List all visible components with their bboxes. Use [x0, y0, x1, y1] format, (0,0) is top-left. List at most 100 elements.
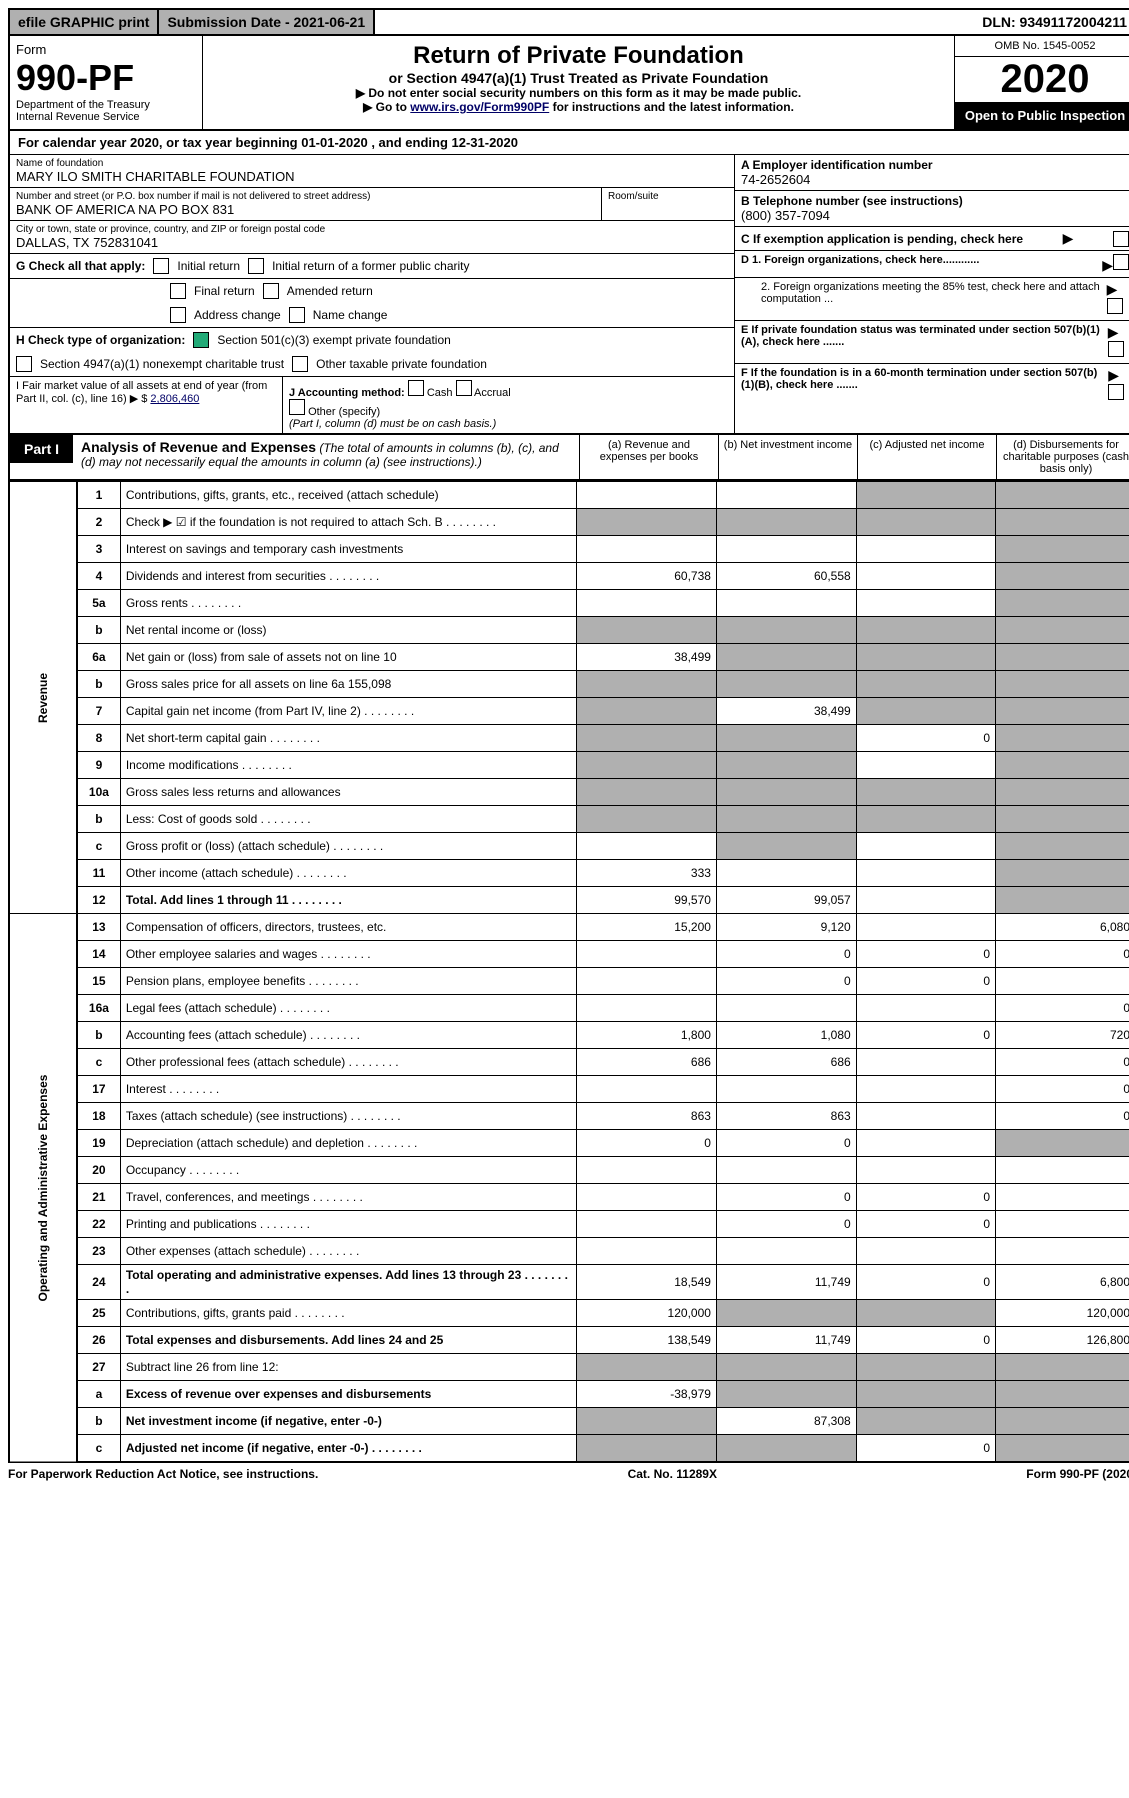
line-description: Taxes (attach schedule) (see instruction… — [120, 1103, 576, 1130]
amount-cell — [856, 509, 995, 536]
amount-cell: 0 — [716, 968, 856, 995]
line-number: 2 — [77, 509, 120, 536]
line-description: Other employee salaries and wages — [120, 941, 576, 968]
line-number: 6a — [77, 644, 120, 671]
phone: (800) 357-7094 — [741, 208, 1129, 223]
amount-cell — [996, 1408, 1129, 1435]
amount-cell — [716, 1238, 856, 1265]
d1-chk[interactable] — [1113, 254, 1129, 270]
amount-cell — [577, 617, 717, 644]
name-label: Name of foundation — [16, 158, 728, 169]
amount-cell: 60,738 — [577, 563, 717, 590]
amount-cell: 0 — [856, 968, 995, 995]
e-label: E If private foundation status was termi… — [741, 324, 1108, 348]
line-description: Net gain or (loss) from sale of assets n… — [120, 644, 576, 671]
amount-cell — [577, 1157, 717, 1184]
amount-cell: 1,800 — [577, 1022, 717, 1049]
form-ref: Form 990-PF (2020) — [1026, 1467, 1129, 1481]
line-number: b — [77, 806, 120, 833]
other-taxable-chk[interactable] — [292, 356, 308, 372]
amount-cell: 87,308 — [716, 1408, 856, 1435]
initial-return-former-chk[interactable] — [248, 258, 264, 274]
e-chk[interactable] — [1108, 341, 1124, 357]
amount-cell — [996, 968, 1129, 995]
line-description: Check ▶ ☑ if the foundation is not requi… — [120, 509, 576, 536]
line-number: 13 — [77, 914, 120, 941]
c-chk[interactable] — [1113, 231, 1129, 247]
amount-cell — [577, 779, 717, 806]
amount-cell — [856, 860, 995, 887]
amount-cell — [716, 1300, 856, 1327]
amount-cell: 686 — [716, 1049, 856, 1076]
line-description: Net short-term capital gain — [120, 725, 576, 752]
table-row: cAdjusted net income (if negative, enter… — [9, 1435, 1129, 1463]
instr-2: ▶ Go to www.irs.gov/Form990PF for instru… — [209, 100, 948, 114]
line-number: c — [77, 1435, 120, 1463]
line-number: 23 — [77, 1238, 120, 1265]
amount-cell — [856, 887, 995, 914]
501c3-chk[interactable] — [193, 332, 209, 348]
amount-cell — [577, 941, 717, 968]
line-number: a — [77, 1381, 120, 1408]
amount-cell — [996, 536, 1129, 563]
other-method-chk[interactable] — [289, 399, 305, 415]
amount-cell: 18,549 — [577, 1265, 717, 1300]
amount-cell — [996, 1435, 1129, 1463]
amount-cell — [856, 1103, 995, 1130]
4947-chk[interactable] — [16, 356, 32, 372]
line-description: Net investment income (if negative, ente… — [120, 1408, 576, 1435]
line-description: Total expenses and disbursements. Add li… — [120, 1327, 576, 1354]
accrual-chk[interactable] — [456, 380, 472, 396]
line-number: 8 — [77, 725, 120, 752]
line-number: 18 — [77, 1103, 120, 1130]
amount-cell — [577, 1408, 717, 1435]
table-row: 12Total. Add lines 1 through 1199,57099,… — [9, 887, 1129, 914]
amount-cell — [577, 725, 717, 752]
line-number: 20 — [77, 1157, 120, 1184]
table-row: 3Interest on savings and temporary cash … — [9, 536, 1129, 563]
line-description: Other expenses (attach schedule) — [120, 1238, 576, 1265]
address-change-chk[interactable] — [170, 307, 186, 323]
amount-cell — [716, 725, 856, 752]
d2-chk[interactable] — [1107, 298, 1123, 314]
table-row: bGross sales price for all assets on lin… — [9, 671, 1129, 698]
line-description: Other professional fees (attach schedule… — [120, 1049, 576, 1076]
h-row: H Check type of organization: Section 50… — [10, 328, 734, 352]
room-label: Room/suite — [608, 191, 728, 202]
cash-chk[interactable] — [408, 380, 424, 396]
dln: DLN: 93491172004211 — [974, 10, 1129, 34]
col-d: (d) Disbursements for charitable purpose… — [996, 435, 1129, 479]
line-number: 11 — [77, 860, 120, 887]
initial-return-chk[interactable] — [153, 258, 169, 274]
amount-cell — [577, 995, 717, 1022]
amount-cell — [716, 536, 856, 563]
amount-cell — [716, 1381, 856, 1408]
tax-year: 2020 — [955, 57, 1129, 102]
table-row: 6aNet gain or (loss) from sale of assets… — [9, 644, 1129, 671]
instructions-link[interactable]: www.irs.gov/Form990PF — [410, 100, 549, 114]
amount-cell: 38,499 — [577, 644, 717, 671]
amount-cell — [716, 995, 856, 1022]
table-row: Operating and Administrative Expenses13C… — [9, 914, 1129, 941]
amount-cell — [716, 482, 856, 509]
amount-cell: 0 — [856, 1184, 995, 1211]
amount-cell — [716, 1157, 856, 1184]
amount-cell — [716, 1076, 856, 1103]
revenue-section-label: Revenue — [9, 482, 77, 914]
amount-cell: 0 — [856, 1022, 995, 1049]
amount-cell — [996, 752, 1129, 779]
fair-market-value[interactable]: 2,806,460 — [150, 393, 199, 405]
table-row: aExcess of revenue over expenses and dis… — [9, 1381, 1129, 1408]
amended-return-chk[interactable] — [263, 283, 279, 299]
final-return-chk[interactable] — [170, 283, 186, 299]
f-chk[interactable] — [1108, 384, 1124, 400]
amount-cell — [996, 1184, 1129, 1211]
table-row: 26Total expenses and disbursements. Add … — [9, 1327, 1129, 1354]
name-change-chk[interactable] — [289, 307, 305, 323]
table-row: 23Other expenses (attach schedule) — [9, 1238, 1129, 1265]
amount-cell — [996, 617, 1129, 644]
amount-cell — [856, 1130, 995, 1157]
open-to-public: Open to Public Inspection — [955, 102, 1129, 129]
table-row: 10aGross sales less returns and allowanc… — [9, 779, 1129, 806]
table-row: 18Taxes (attach schedule) (see instructi… — [9, 1103, 1129, 1130]
